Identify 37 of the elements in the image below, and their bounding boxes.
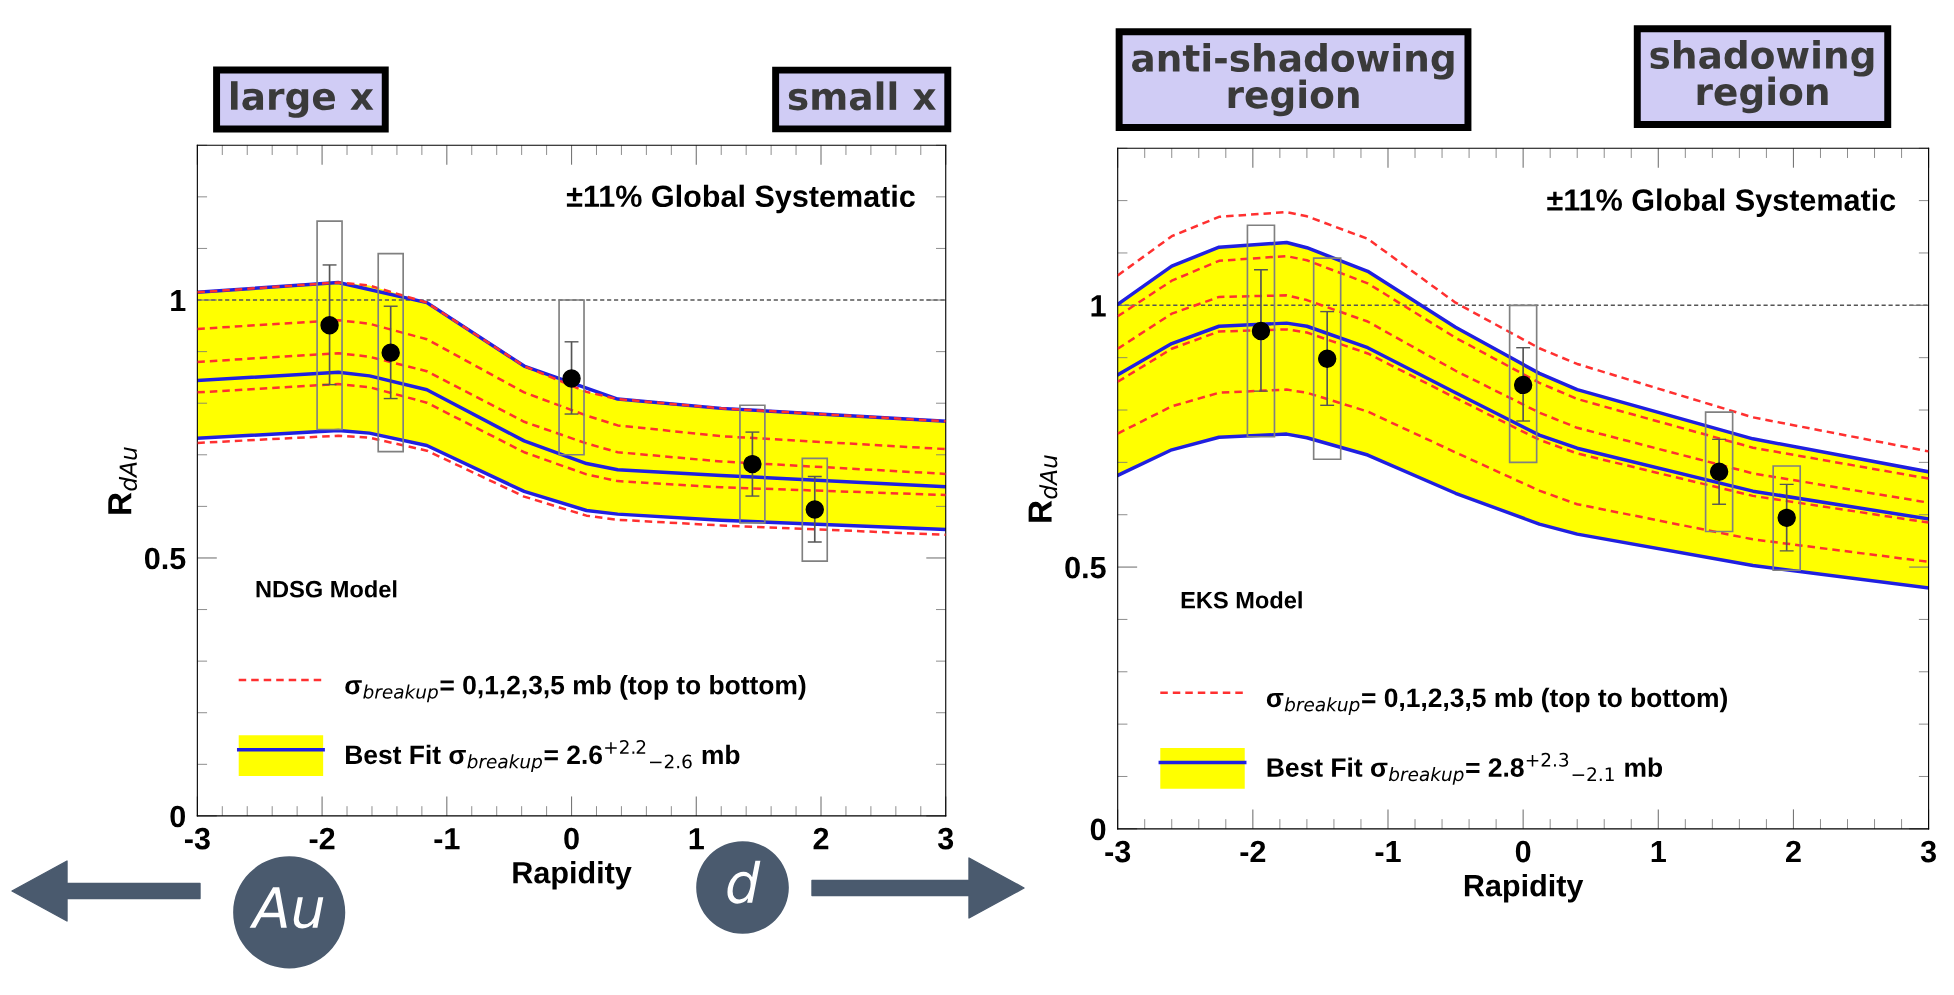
x-tick-label: -2 [1240, 840, 1266, 863]
annotation: ±11% Global Systematic [566, 184, 915, 214]
x-tick-label: 3 [1920, 840, 1936, 863]
x-tick-label: -1 [434, 828, 460, 850]
legend-label: σ$_{breakup}$= 0,1,2,3,5 mb (top to bottom) [345, 675, 806, 703]
annotation: EKS Model [1181, 591, 1302, 609]
legend-label: Best Fit σ$_{breakup}$= 2.6$^{+2.2}$$_{−2.6}$ mb [346, 740, 740, 773]
x-tick-label: 1 [689, 828, 704, 850]
y-axis-title: R$_{dAu}$ [108, 447, 138, 514]
y-axis-title: R$_{dAu}$ [1028, 455, 1058, 522]
x-tick-label: -3 [184, 827, 210, 850]
x-tick-label: 3 [937, 827, 954, 850]
x-tick-label: 1 [1651, 841, 1666, 863]
text: small x [788, 81, 936, 111]
annotation: NDSG Model [256, 580, 397, 598]
x-tick-label: -2 [309, 827, 335, 850]
legend-label: Best Fit σ$_{breakup}$= 2.8$^{+2.3}$$_{−2.1}$ mb [1267, 752, 1663, 785]
x-tick-label: 0 [1515, 840, 1531, 863]
x-tick-label: 2 [1786, 840, 1801, 863]
y-tick-label: 0.5 [1065, 556, 1106, 579]
y-tick-label: 1 [171, 290, 186, 312]
y-tick-label: 1 [1091, 295, 1106, 317]
x-tick-label: -1 [1375, 841, 1401, 863]
x-axis-title: Rapidity [1464, 873, 1584, 903]
annotation: ±11% Global Systematic [1547, 188, 1896, 217]
x-tick-label: 0 [564, 827, 579, 850]
y-tick-label: 0 [170, 805, 185, 828]
text: Au [249, 887, 324, 929]
text: large x [230, 81, 374, 118]
legend-label: σ$_{breakup}$= 0,1,2,3,5 mb (top to bottom) [1266, 687, 1727, 716]
x-axis-title: Rapidity [513, 861, 632, 890]
x-tick-label: 2 [813, 827, 829, 850]
x-tick-label: -3 [1105, 840, 1131, 863]
text: d [727, 860, 761, 904]
text: anti-shadowing region [1132, 43, 1454, 117]
y-tick-label: 0.5 [144, 547, 186, 570]
text: shadowing region [1650, 40, 1874, 114]
